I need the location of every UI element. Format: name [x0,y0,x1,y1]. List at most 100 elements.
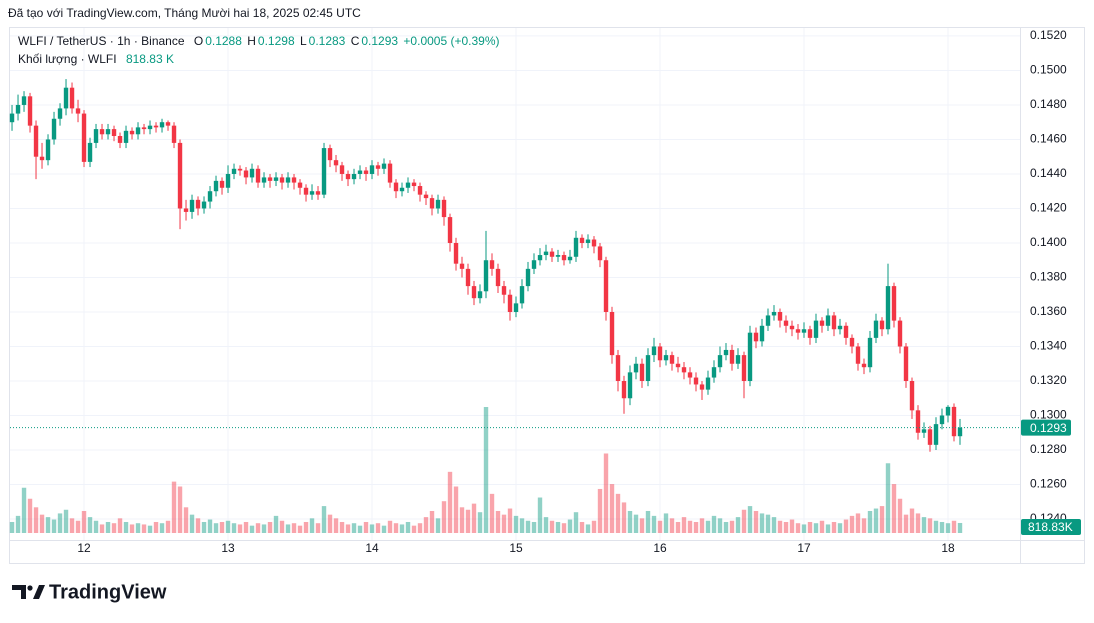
volume-bar [291,523,297,533]
candle-body [477,291,483,299]
candle-body [729,349,735,364]
volume-bar [627,510,633,533]
y-tick-label: 0.1300 [1030,408,1067,422]
candle-body [681,367,687,373]
volume-bar [255,523,261,533]
volume-bar [339,521,345,533]
volume-bar [573,512,579,533]
candle-body [153,125,159,128]
volume-bar [843,519,849,533]
volume-bar [861,518,867,533]
candle-body [927,429,933,445]
candle-body [621,380,627,399]
candle-body [357,170,363,174]
candle-body [735,355,741,364]
x-tick-label: 15 [509,541,523,555]
candle-body [435,199,441,209]
volume-bar [597,488,603,533]
volume-bar [933,520,939,533]
candle-body [297,182,303,188]
volume-bar [561,523,567,533]
volume-bar [699,518,705,533]
candle-body [771,311,777,316]
candle-body [603,260,609,312]
candle-body [741,355,747,381]
volume-bar [855,513,861,533]
volume-bar [93,520,99,533]
volume-bar [849,515,855,533]
candle-body [765,315,771,326]
candle-body [519,286,525,304]
candle-body [567,256,573,261]
ohlc-label: O [193,34,204,48]
volume-bar [681,517,687,533]
volume-bar [237,524,243,533]
candle-body [63,87,69,109]
candle-body [909,380,915,411]
candle-body [81,113,87,162]
candle-body [723,349,729,356]
volume-bar [915,513,921,533]
volume-bar [135,523,141,533]
volume-bar [105,521,111,533]
y-tick-label: 0.1360 [1030,304,1067,318]
volume-bar [69,518,75,533]
candle-body [309,191,315,195]
volume-bar [909,508,915,533]
candle-body [825,315,831,326]
candle-body [39,156,45,161]
candle-body [885,286,891,330]
candle-body [501,286,507,295]
volume-bar [147,525,153,533]
volume-bar [87,517,93,533]
volume-title: Khối lượng · WLFI [18,52,117,66]
volume-bar [213,523,219,533]
candle-body [687,372,693,378]
candle-body [75,108,81,114]
volume-legend: Khối lượng · WLFI 818.83 K [18,52,176,66]
volume-bar [567,519,573,533]
candle-body [753,332,759,342]
candle-body [387,163,393,183]
volume-bar [705,520,711,533]
volume-bar [723,521,729,533]
candle-body [699,384,705,390]
candle-body [207,191,213,202]
grid [10,28,1020,540]
candle-body [867,337,873,368]
chart-frame [9,27,1085,564]
candle-body [141,127,147,130]
logo-mark [33,585,45,599]
volume-bar [939,521,945,533]
logo-dot [27,585,33,591]
candle-body [657,346,663,361]
volume-bar [267,521,273,533]
candle-body [585,239,591,243]
candle-body [951,406,957,437]
volume-bar [33,507,39,533]
volume-bar [285,524,291,533]
candle-body [819,320,825,326]
volume-bar [519,518,525,533]
volume-bar [375,523,381,533]
volume-bar [333,518,339,533]
brand-name: TradingView [49,581,167,603]
volume-bar [585,524,591,533]
candle-body [393,182,399,192]
candle-body [447,217,453,243]
volume-bar [165,520,171,533]
volume-bar [759,513,765,533]
volume-bar [363,521,369,533]
candle-body [117,136,123,143]
candle-body [69,87,75,109]
candle-body [813,320,819,338]
volume-bar [495,510,501,533]
volume-bar [531,521,537,533]
candle-body [711,367,717,378]
candle-body [9,113,15,123]
candle-body [831,315,837,330]
volume-bar [717,518,723,533]
y-tick-label: 0.1320 [1030,373,1067,387]
y-tick-label: 0.1280 [1030,442,1067,456]
